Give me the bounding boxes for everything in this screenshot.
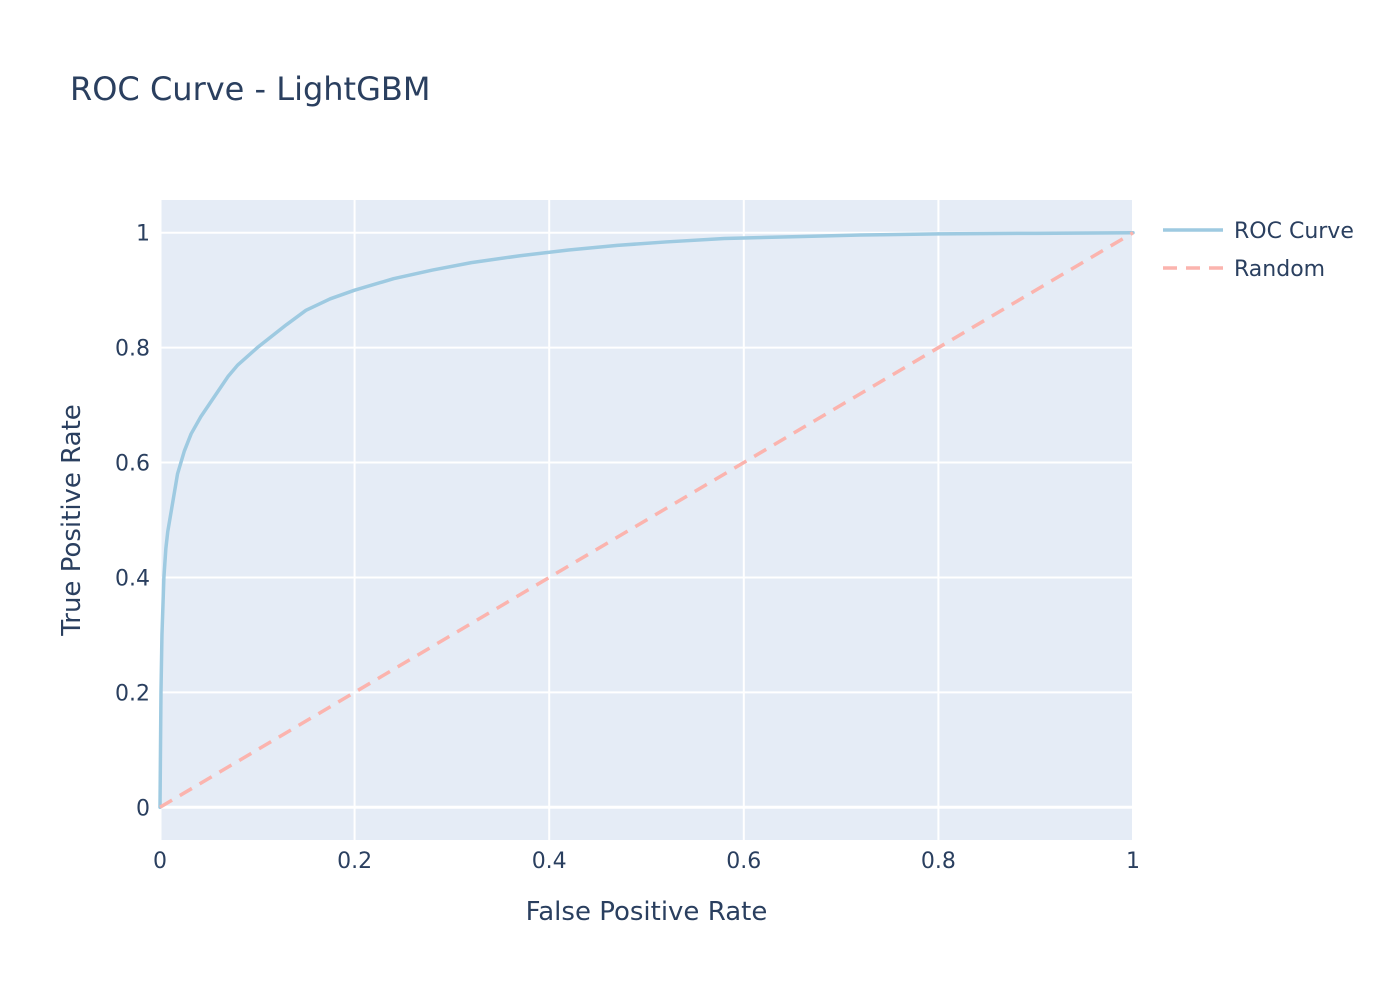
y-axis-label: True Positive Rate	[57, 404, 87, 637]
y-tick-label: 1	[136, 222, 150, 247]
y-tick-label: 0.2	[115, 681, 150, 706]
legend-label-roc-curve: ROC Curve	[1234, 219, 1354, 244]
legend: ROC Curve Random	[1163, 219, 1354, 282]
y-tick-label: 0.4	[115, 566, 150, 591]
legend-label-random: Random	[1234, 257, 1325, 282]
x-tick-label: 1	[1126, 849, 1140, 874]
x-tick-label: 0.2	[337, 849, 372, 874]
y-tick-label: 0.8	[115, 337, 150, 362]
y-tick-label: 0	[136, 796, 150, 821]
tick-labels: 0 0.2 0.4 0.6 0.8 1 0 0.2 0.4 0.6 0.8 1	[115, 222, 1140, 874]
grid-lines	[158, 200, 1134, 840]
chart-title: ROC Curve - LightGBM	[70, 70, 430, 108]
x-tick-label: 0	[153, 849, 167, 874]
series-line-roc-curve	[158, 231, 1135, 809]
x-tick-label: 0.6	[726, 849, 761, 874]
x-tick-label: 0.4	[532, 849, 567, 874]
x-axis-label: False Positive Rate	[526, 897, 768, 927]
series-line-random	[159, 231, 1134, 809]
series-layer	[158, 231, 1135, 809]
x-tick-label: 0.8	[921, 849, 956, 874]
y-tick-label: 0.6	[115, 452, 150, 477]
